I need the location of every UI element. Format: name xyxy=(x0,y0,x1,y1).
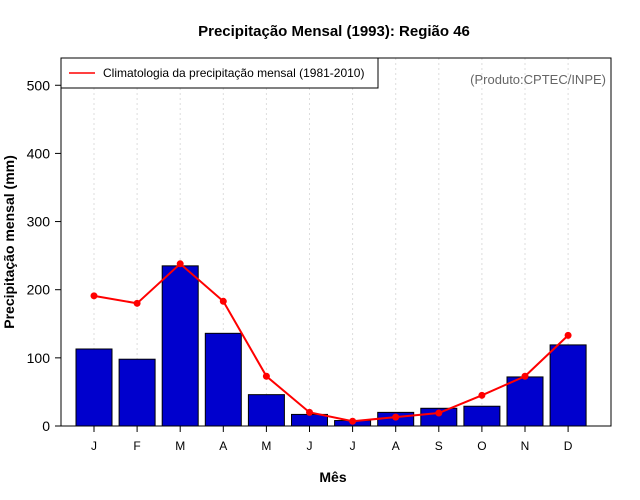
climatology-point-5 xyxy=(262,372,270,380)
climatology-point-2 xyxy=(133,299,141,307)
bar-4 xyxy=(204,332,242,427)
x-tick-label-12: D xyxy=(564,439,573,453)
climatology-line xyxy=(93,262,569,423)
chart-title: Precipitação Mensal (1993): Região 46 xyxy=(198,23,470,40)
climatology-point-3 xyxy=(176,260,184,268)
bar-12 xyxy=(549,344,587,427)
x-tick-label-7: J xyxy=(350,439,356,453)
y-tick-label-200: 200 xyxy=(27,282,51,298)
bars xyxy=(75,265,587,427)
climatology-point-4 xyxy=(219,297,227,305)
product-credit: (Produto:CPTEC/INPE) xyxy=(470,72,606,87)
bar-2 xyxy=(118,358,156,427)
x-tick-label-1: J xyxy=(91,439,97,453)
bar-1 xyxy=(75,348,113,427)
bar-5 xyxy=(247,394,285,427)
x-axis-label: Mês xyxy=(319,469,346,485)
y-tick-label-0: 0 xyxy=(42,418,50,434)
climatology-point-12 xyxy=(564,331,572,339)
y-tick-label-400: 400 xyxy=(27,145,51,161)
x-tick-label-3: M xyxy=(175,439,185,453)
climatology-point-10 xyxy=(478,391,486,399)
x-tick-label-5: M xyxy=(261,439,271,453)
y-axis: 0 100 200 300 400 500 xyxy=(27,77,61,434)
x-tick-label-2: F xyxy=(133,439,140,453)
y-axis-label: Precipitação mensal (mm) xyxy=(1,155,17,329)
bar-10 xyxy=(463,405,501,427)
y-tick-label-300: 300 xyxy=(27,214,51,230)
x-tick-label-4: A xyxy=(219,439,227,453)
y-tick-label-500: 500 xyxy=(27,77,51,93)
x-tick-label-8: A xyxy=(392,439,400,453)
bar-6 xyxy=(291,413,328,427)
legend-box xyxy=(60,57,379,89)
climatology-point-6 xyxy=(306,408,313,416)
legend: Climatologia da precipitação mensal (198… xyxy=(60,57,379,89)
x-tick-label-6: J xyxy=(307,439,313,453)
y-tick-label-100: 100 xyxy=(27,350,51,366)
legend-entry-climatology: Climatologia da precipitação mensal (198… xyxy=(103,66,364,80)
climatology-point-1 xyxy=(90,292,98,300)
climatology-line-group xyxy=(90,260,572,425)
climatology-point-8 xyxy=(392,413,400,421)
bar-11 xyxy=(506,376,544,427)
climatology-point-11 xyxy=(521,372,529,380)
x-tick-label-10: O xyxy=(477,439,486,453)
x-tick-label-11: N xyxy=(521,439,530,453)
climatology-point-9 xyxy=(435,409,443,417)
climatology-point-7 xyxy=(349,417,357,425)
x-tick-label-9: S xyxy=(435,439,443,453)
bar-3 xyxy=(161,265,199,427)
